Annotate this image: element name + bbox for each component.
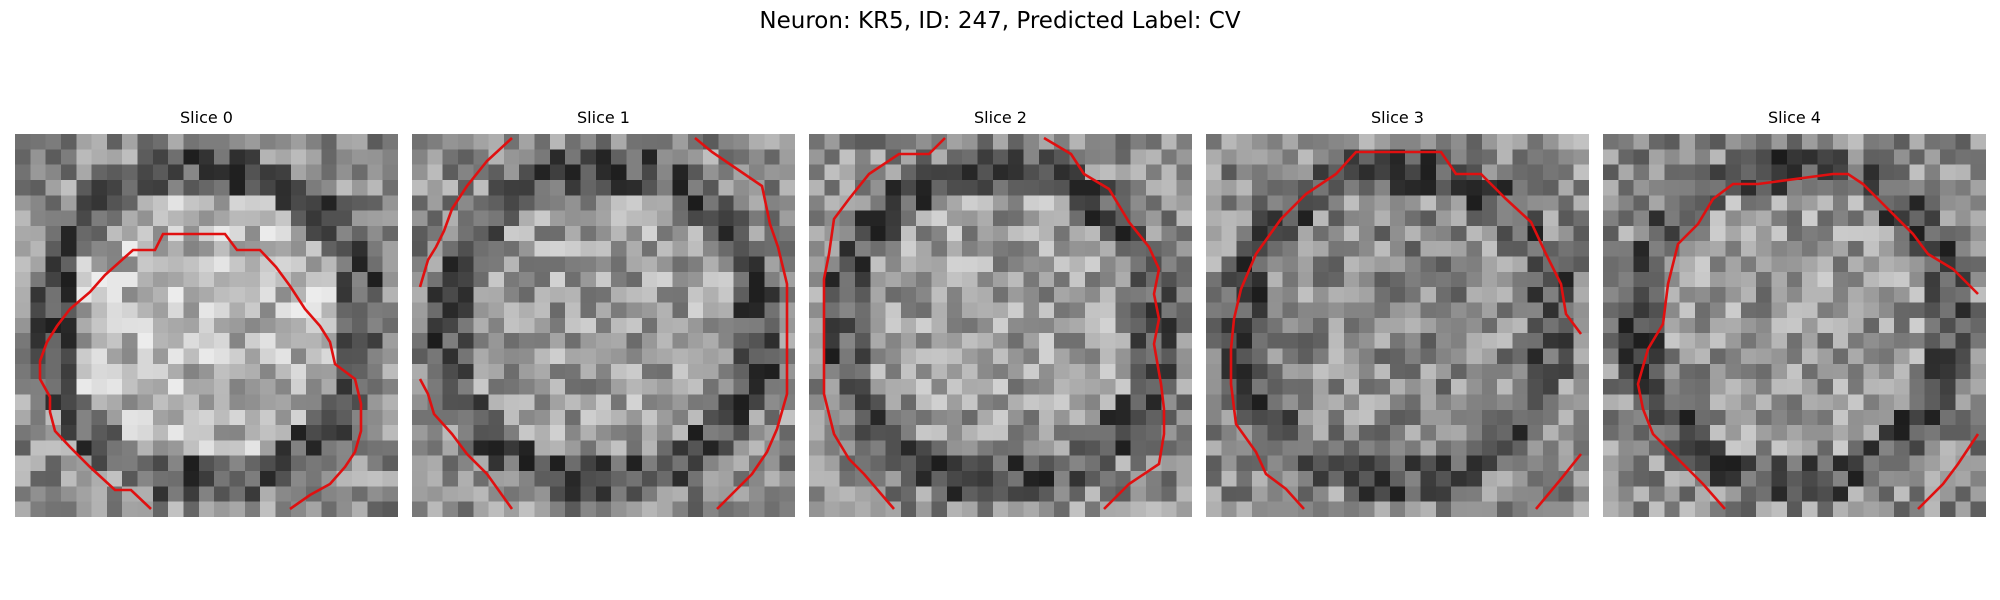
slice-title: Slice 3	[1371, 108, 1424, 127]
slice-panel-3: Slice 3	[1206, 108, 1589, 518]
cell-contour	[1229, 150, 1583, 510]
slice-title: Slice 1	[577, 108, 630, 127]
slice-image	[1206, 134, 1589, 517]
cell-contour	[822, 137, 946, 510]
slice-image	[809, 134, 1192, 517]
cell-contour	[1043, 136, 1166, 510]
slice-title: Slice 2	[974, 108, 1027, 127]
cell-contour	[418, 137, 513, 288]
slice-title: Slice 4	[1768, 108, 1821, 127]
slice-panel-0: Slice 0	[15, 108, 398, 518]
slice-panel-1: Slice 1	[412, 108, 795, 518]
slice-panel-2: Slice 2	[809, 108, 1192, 518]
cell-contour	[694, 136, 789, 510]
cell-contour	[418, 378, 514, 510]
figure-title: Neuron: KR5, ID: 247, Predicted Label: C…	[759, 8, 1241, 34]
slice-image	[412, 134, 795, 517]
slice-panel-4: Slice 4	[1603, 108, 1986, 518]
cell-contour	[1636, 172, 1979, 510]
cell-contour	[1917, 433, 1980, 510]
cell-contour	[1535, 453, 1583, 510]
cell-contour	[38, 232, 363, 511]
slice-image	[1603, 134, 1986, 517]
slice-image	[15, 134, 398, 517]
slice-title: Slice 0	[180, 108, 233, 127]
